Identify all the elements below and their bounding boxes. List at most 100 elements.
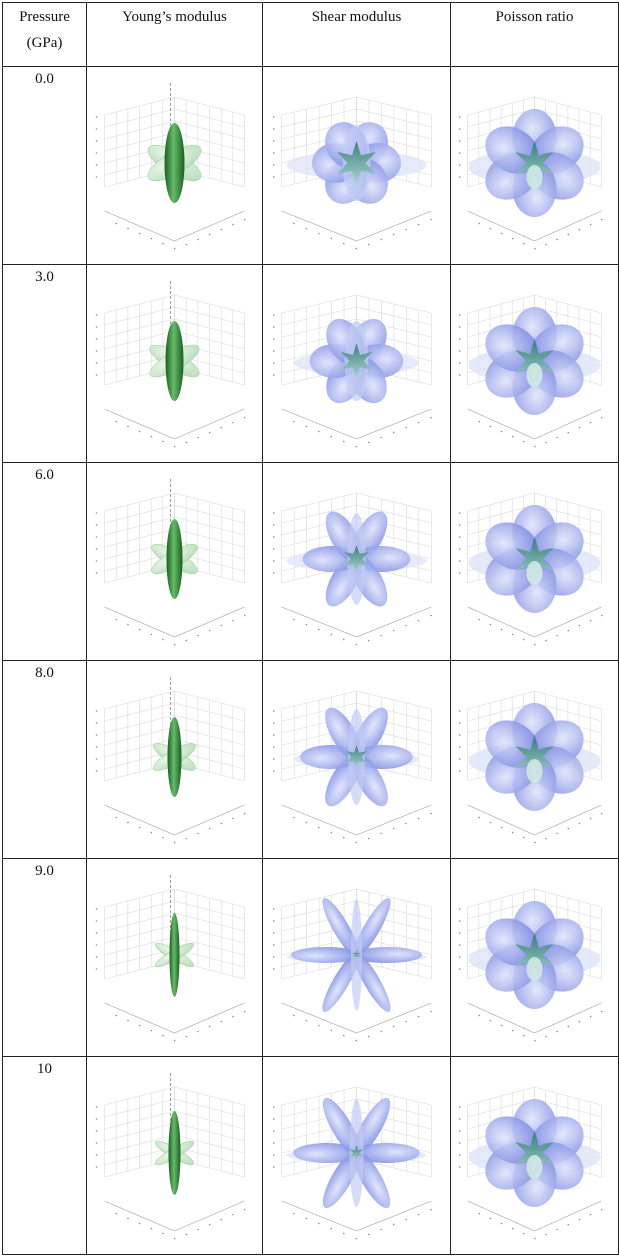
pressure-cell: 10 bbox=[2, 1056, 87, 1255]
header-row: Pressure (GPa) Young’s modulus Shear mod… bbox=[2, 2, 619, 67]
table-row: 3.0 bbox=[2, 264, 619, 463]
young-surface-plot bbox=[95, 479, 246, 646]
plot-axes bbox=[281, 606, 432, 638]
plot-ticks bbox=[95, 710, 246, 844]
shear-surface-shape bbox=[286, 897, 427, 1013]
poisson-surface-shape bbox=[468, 505, 601, 613]
header-shear-modulus: Shear modulus bbox=[262, 2, 451, 67]
table-row: 0.0 bbox=[2, 66, 619, 265]
young-surface-plot bbox=[95, 281, 246, 448]
table-row: 10 bbox=[2, 1056, 619, 1255]
plot-ticks bbox=[458, 908, 603, 1042]
pressure-cell: 6.0 bbox=[2, 462, 87, 661]
plot-axes bbox=[104, 408, 245, 440]
poisson-surface-cell bbox=[450, 462, 619, 661]
poisson-surface-plot bbox=[458, 690, 603, 844]
pressure-value: 10 bbox=[37, 1061, 52, 1077]
shear-surface-shape bbox=[286, 511, 427, 607]
pressure-cell: 9.0 bbox=[2, 858, 87, 1057]
plot-ticks bbox=[272, 116, 432, 250]
poisson-surface-cell bbox=[450, 264, 619, 463]
plot-axes bbox=[104, 606, 245, 638]
shear-surface-cell bbox=[262, 66, 451, 265]
plot-axes bbox=[281, 210, 432, 242]
young-surface-cell bbox=[86, 462, 263, 661]
header-pressure-line1: Pressure bbox=[19, 9, 70, 25]
pressure-value: 3.0 bbox=[35, 269, 54, 285]
poisson-surface-plot bbox=[458, 294, 603, 448]
plot-ticks bbox=[272, 1106, 432, 1240]
table-row: 9.0 bbox=[2, 858, 619, 1057]
young-surface-shape bbox=[153, 677, 196, 797]
plot-axes bbox=[104, 210, 245, 242]
plot-ticks bbox=[272, 710, 432, 844]
plot-axes bbox=[104, 1002, 245, 1034]
plot-axes bbox=[467, 408, 602, 440]
pressure-value: 9.0 bbox=[35, 863, 54, 879]
plot-ticks bbox=[458, 710, 603, 844]
plot-axes bbox=[281, 1002, 432, 1034]
shear-surface-shape bbox=[294, 318, 419, 404]
shear-surface-cell bbox=[262, 264, 451, 463]
young-surface-shape bbox=[149, 281, 200, 401]
poisson-surface-plot bbox=[458, 888, 603, 1042]
plot-grid bbox=[104, 294, 245, 386]
pressure-cell: 0.0 bbox=[2, 66, 87, 265]
pressure-value: 8.0 bbox=[35, 665, 54, 681]
plot-ticks bbox=[458, 1106, 603, 1240]
header-poisson-ratio: Poisson ratio bbox=[450, 2, 619, 67]
plot-axes bbox=[467, 1002, 602, 1034]
plot-axes bbox=[281, 408, 432, 440]
poisson-surface-cell bbox=[450, 858, 619, 1057]
plot-axes bbox=[104, 804, 245, 836]
poisson-surface-plot bbox=[458, 1086, 603, 1240]
shear-surface-cell bbox=[262, 858, 451, 1057]
young-surface-cell bbox=[86, 660, 263, 859]
young-surface-cell bbox=[86, 858, 263, 1057]
plot-ticks bbox=[458, 116, 603, 250]
young-surface-plot bbox=[95, 1073, 246, 1240]
shear-surface-plot bbox=[272, 96, 432, 250]
poisson-surface-shape bbox=[468, 901, 601, 1009]
poisson-surface-cell bbox=[450, 660, 619, 859]
plot-axes bbox=[104, 1200, 245, 1232]
plot-ticks bbox=[95, 512, 246, 646]
young-surface-shape bbox=[147, 83, 202, 203]
shear-surface-cell bbox=[262, 1056, 451, 1255]
poisson-surface-plot bbox=[458, 96, 603, 250]
plot-axes bbox=[281, 804, 432, 836]
plot-ticks bbox=[95, 314, 246, 448]
plot-ticks bbox=[95, 116, 246, 250]
shear-surface-plot bbox=[272, 690, 432, 844]
pressure-value: 6.0 bbox=[35, 467, 54, 483]
shear-surface-plot bbox=[272, 294, 432, 448]
poisson-surface-plot bbox=[458, 492, 603, 646]
young-surface-plot bbox=[95, 83, 246, 250]
shear-surface-shape bbox=[286, 1097, 427, 1209]
header-pressure: Pressure (GPa) bbox=[2, 2, 87, 67]
poisson-surface-shape bbox=[468, 307, 601, 415]
poisson-surface-shape bbox=[468, 1099, 601, 1207]
shear-surface-plot bbox=[272, 888, 432, 1042]
plot-ticks bbox=[272, 314, 432, 448]
pressure-value: 0.0 bbox=[35, 71, 54, 87]
poisson-surface-shape bbox=[468, 109, 601, 217]
plot-ticks bbox=[458, 314, 603, 448]
plot-axes bbox=[467, 210, 602, 242]
young-surface-shape bbox=[155, 1073, 194, 1195]
shear-surface-shape bbox=[286, 122, 427, 204]
table-row: 6.0 bbox=[2, 462, 619, 661]
plot-axes bbox=[467, 804, 602, 836]
shear-surface-cell bbox=[262, 660, 451, 859]
plot-ticks bbox=[458, 512, 603, 646]
plot-grid bbox=[104, 492, 245, 584]
young-surface-shape bbox=[151, 479, 198, 599]
plot-axes bbox=[281, 1200, 432, 1232]
pressure-cell: 3.0 bbox=[2, 264, 87, 463]
plot-ticks bbox=[95, 908, 246, 1042]
shear-surface-plot bbox=[272, 1086, 432, 1240]
plot-ticks bbox=[272, 908, 432, 1042]
table-row: 8.0 bbox=[2, 660, 619, 859]
young-surface-plot bbox=[95, 875, 246, 1042]
